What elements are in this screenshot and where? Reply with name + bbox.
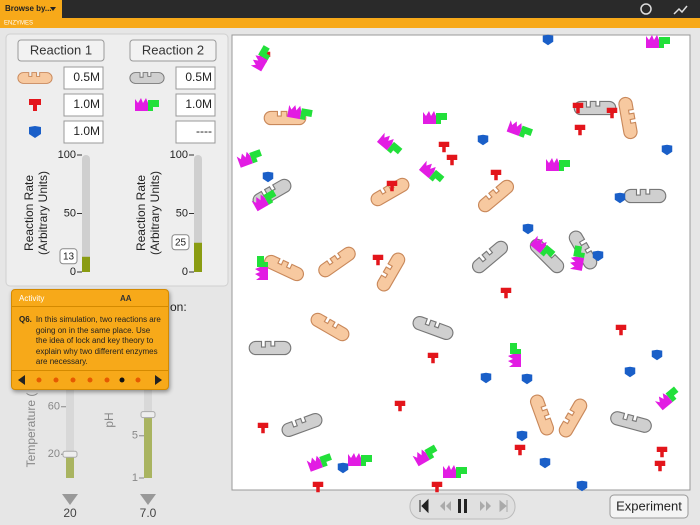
- slider-value: 20: [63, 506, 77, 520]
- molecule: [623, 188, 667, 204]
- gauge-value: 25: [175, 237, 187, 248]
- tick-label: 5: [132, 430, 138, 442]
- title-bar: [0, 18, 700, 28]
- experiment-button[interactable]: [609, 494, 689, 519]
- gauge-track: [82, 155, 90, 272]
- tick-label: 0: [70, 266, 76, 278]
- step-forward-button[interactable]: [480, 501, 491, 511]
- tick-label: 100: [170, 149, 188, 161]
- popup-header: Activity AA: [12, 290, 168, 307]
- slider-fill: [144, 414, 152, 478]
- molecule-icon: [17, 72, 53, 84]
- gauge-value: 13: [63, 251, 75, 262]
- fast-forward-button[interactable]: [499, 499, 508, 513]
- page-dot[interactable]: [135, 377, 141, 383]
- pause-button[interactable]: [458, 499, 461, 513]
- tick-label: 50: [176, 207, 188, 219]
- condition-label: on:: [170, 300, 187, 314]
- gauge-value-box: [171, 234, 190, 251]
- page-dot[interactable]: [104, 377, 110, 383]
- reaction-button-label: Reaction 2: [142, 42, 204, 57]
- amount-box: [63, 66, 104, 90]
- app-title: ENZYMES: [4, 21, 33, 27]
- step-back-button[interactable]: [440, 501, 451, 511]
- amount-box: [175, 93, 216, 117]
- reactions-panel: [5, 33, 229, 287]
- molecule: [248, 340, 292, 356]
- next-button[interactable]: [155, 375, 162, 385]
- pagination: [18, 375, 162, 385]
- page-dot-active[interactable]: [119, 377, 125, 383]
- amount-box: [175, 120, 216, 144]
- amount-value: 0.5M: [73, 70, 100, 84]
- graph-icon[interactable]: [673, 5, 688, 15]
- question-number: Q6.: [19, 315, 32, 324]
- page-dot[interactable]: [53, 377, 59, 383]
- slider-label: pH: [102, 412, 116, 427]
- popup-title: Activity: [19, 294, 45, 303]
- molecule: [431, 481, 443, 493]
- tick-label: 100: [58, 149, 76, 161]
- gauge-value-box: [59, 248, 78, 265]
- amount-value: 0.5M: [185, 70, 212, 84]
- amount-value: 1.0M: [73, 97, 100, 111]
- page-dot[interactable]: [36, 377, 42, 383]
- amount-value: 1.0M: [73, 124, 100, 138]
- amount-box: [63, 120, 104, 144]
- gauge-label: (Arbitrary Units): [36, 171, 50, 255]
- gauge-fill: [82, 256, 90, 272]
- slider-thumb[interactable]: [140, 411, 156, 419]
- slider-value: 7.0: [140, 506, 157, 520]
- gauge-fill: [194, 242, 202, 272]
- reaction-button[interactable]: [129, 39, 217, 62]
- molecule-icon: [129, 72, 165, 84]
- slider-label: Temperature (: [24, 393, 38, 468]
- molecule: [312, 481, 324, 493]
- menu-button[interactable]: [0, 0, 62, 18]
- question-text: In this simulation, two reactions are go…: [35, 315, 161, 366]
- gauge-label: Reaction Rate: [134, 175, 148, 251]
- amount-value: 1.0M: [185, 97, 212, 111]
- slider-arrow[interactable]: [140, 494, 156, 505]
- pause-button-bar: [464, 499, 467, 513]
- tick-label: 1: [132, 472, 138, 484]
- popup-body: Q6. In this simulation, two reactions ar…: [12, 307, 168, 368]
- popup-nav: [12, 370, 168, 389]
- menu-caret: [50, 7, 56, 11]
- tick-label: 50: [64, 207, 76, 219]
- activity-popup: Activity AA Q6. In this simulation, two …: [11, 289, 169, 390]
- gauge-label: Reaction Rate: [22, 175, 36, 251]
- menu-label: Browse by...: [5, 4, 52, 13]
- tick-label: 20: [48, 448, 60, 460]
- reaction-button-label: Reaction 1: [30, 42, 92, 57]
- page-dot[interactable]: [87, 377, 93, 383]
- experiment-label: Experiment: [616, 498, 682, 513]
- rewind-button[interactable]: [419, 498, 429, 514]
- tick-label: 0: [182, 266, 188, 278]
- text-size-button[interactable]: AA: [120, 294, 132, 303]
- slider-fill: [66, 454, 74, 478]
- page-dot[interactable]: [70, 377, 76, 383]
- playback-controls: [409, 493, 516, 520]
- amount-box: [63, 93, 104, 117]
- reaction-button[interactable]: [17, 39, 105, 62]
- amount-box: [175, 66, 216, 90]
- top-bar: [0, 0, 700, 18]
- amount-value: ----: [196, 124, 212, 138]
- gauge-label: (Arbitrary Units): [148, 171, 162, 255]
- timer-icon[interactable]: [640, 3, 652, 15]
- tick-label: 60: [48, 401, 60, 413]
- slider-thumb[interactable]: [62, 450, 78, 458]
- slider-arrow[interactable]: [62, 494, 78, 505]
- prev-button[interactable]: [18, 375, 25, 385]
